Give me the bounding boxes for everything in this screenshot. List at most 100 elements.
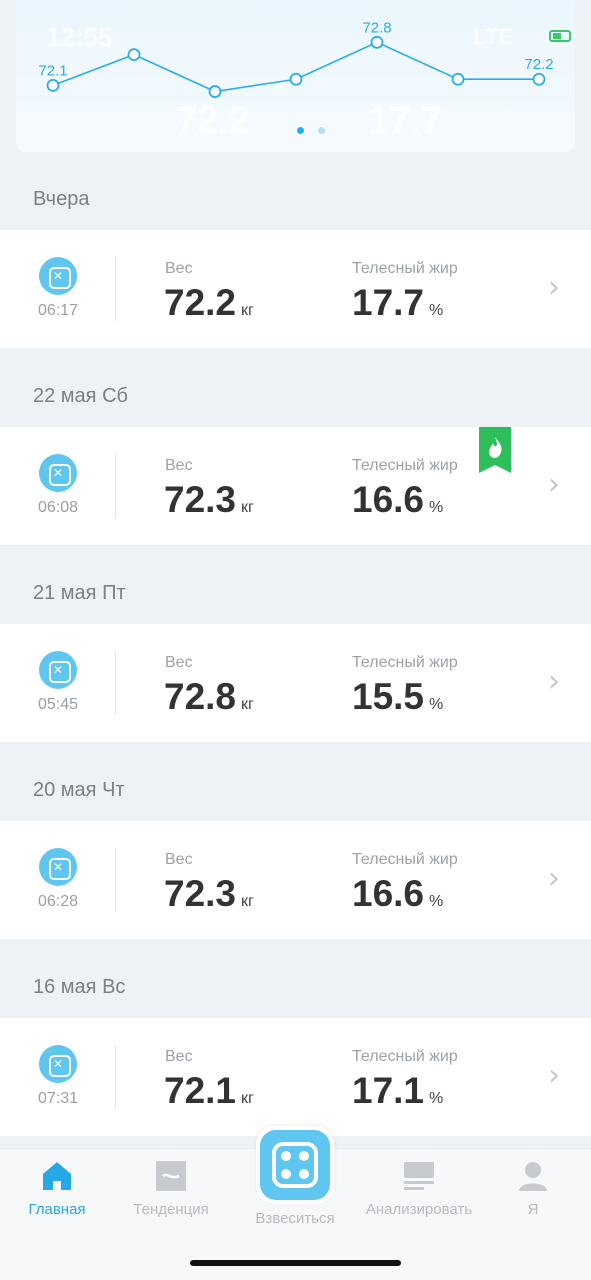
weight-number: 72.3 [164,873,237,914]
tab-analyze-label: Анализировать [365,1201,473,1218]
fat-label: Телесный жир [352,260,458,277]
home-indicator [190,1260,401,1266]
tab-analyze[interactable]: Анализировать [360,1159,478,1218]
section-date: 16 мая Вс [33,976,126,998]
header-area: 12:55 LTE 72.2 17.7 72.1 72.8 72.2 [0,0,591,168]
weight-value: 72.3 кг [164,873,254,915]
measurement-time: 06:17 [37,302,79,319]
tab-me[interactable]: Я [474,1159,591,1218]
divider [115,1045,116,1109]
fat-unit: % [429,302,444,319]
tab-trend[interactable]: Тенденция [112,1159,230,1218]
fat-label: Телесный жир [352,654,458,671]
fat-value: 17.1% [352,1070,443,1112]
measurement-row[interactable]: 05:45 Вес Телесный жир 72.8кг 15.5% › [0,624,591,742]
chevron-right-icon: › [548,270,560,305]
home-icon [43,1162,71,1190]
tab-home[interactable]: Главная [0,1159,116,1218]
tab-trend-label: Тенденция [133,1201,209,1218]
data-point [370,35,384,49]
data-point [208,85,222,98]
tab-bar: Главная Тенденция Взвеситься [0,1126,591,1280]
weight-number: 72.2 [164,282,237,323]
fat-unit: % [429,499,444,516]
measurement-time: 07:31 [37,1090,79,1107]
measurement-time: 06:08 [37,499,79,516]
fat-label: Телесный жир [352,1048,458,1065]
weight-label: Вес [165,851,193,868]
weight-unit: кг [241,696,254,713]
status-network: LTE [473,24,513,49]
fat-unit: % [429,696,444,713]
fat-number: 17.1 [352,1070,425,1111]
scale-icon [39,454,77,492]
user-icon [519,1162,547,1191]
weight-unit: кг [241,1090,254,1107]
fat-label: Телесный жир [352,851,458,868]
tab-me-label: Я [527,1201,539,1218]
data-point [289,72,303,86]
page-indicator [318,127,325,134]
weight-unit: кг [241,893,254,910]
fat-value: 16.6% [352,479,443,521]
section-date: 22 мая Сб [33,385,128,407]
fat-number: 16.6 [352,873,425,914]
tab-weigh[interactable]: Взвеситься [236,1126,354,1227]
chevron-right-icon: › [548,861,560,896]
measurement-time: 06:28 [37,893,79,910]
scale-icon [39,1045,77,1083]
scale-icon [39,651,77,689]
fat-number: 15.5 [352,676,425,717]
data-point [127,48,141,62]
weight-unit: кг [241,302,254,319]
weight-value: 72.2 кг [164,282,254,324]
weight-label: Вес [165,654,193,671]
chevron-right-icon: › [548,1058,560,1093]
fat-number: 17.7 [352,282,425,323]
weight-sparkline: 72.1 72.8 72.2 [38,19,554,98]
tab-weigh-label: Взвеситься [255,1210,335,1227]
weight-number: 72.8 [164,676,237,717]
data-point [532,72,546,86]
page-indicator-active [297,127,304,134]
weigh-button[interactable] [256,1126,334,1204]
scale-icon [39,257,77,295]
fat-value: 17.7% [352,282,443,324]
section-date: Вчера [33,188,90,210]
measurement-row[interactable]: 06:28 Вес Телесный жир 72.3кг 16.6% › [0,821,591,939]
divider [115,651,116,715]
section-date: 21 мая Пт [33,582,126,604]
weight-value: 72.8 кг [164,676,254,718]
trend-card[interactable]: 12:55 LTE 72.2 17.7 72.1 72.8 72.2 [16,0,575,152]
fat-label: Телесный жир [352,457,458,474]
fat-value: 16.6% [352,873,443,915]
divider [115,257,116,321]
data-label: 72.1 [38,62,67,79]
weight-unit: кг [241,499,254,516]
weight-label: Вес [165,457,193,474]
chevron-right-icon: › [548,467,560,502]
divider [115,454,116,518]
fat-unit: % [429,893,444,910]
status-time: 12:55 [46,22,113,52]
header-weight-value: 72.2 [176,100,250,142]
tab-home-label: Главная [28,1201,86,1218]
section-date: 20 мая Чт [33,779,125,801]
measurement-row[interactable]: 06:08 Вес Телесный жир 72.3кг 16.6% › [0,427,591,545]
data-label: 72.2 [524,56,553,73]
chevron-right-icon: › [548,664,560,699]
measurement-row[interactable]: 07:31 Вес Телесный жир 72.1кг 17.1% › [0,1018,591,1136]
divider [115,848,116,912]
fat-value: 15.5% [352,676,443,718]
weight-number: 72.3 [164,479,237,520]
scale-icon [260,1130,330,1200]
header-fat-value: 17.7 [368,100,442,142]
scale-icon [39,848,77,886]
trend-icon [156,1161,186,1191]
data-label: 72.8 [362,19,391,36]
measurement-row[interactable]: 06:17 Вес Телесный жир 72.2кг 17.7% › [0,230,591,348]
weight-label: Вес [165,260,193,277]
data-point [46,78,60,92]
data-point [451,72,465,86]
fat-number: 16.6 [352,479,425,520]
